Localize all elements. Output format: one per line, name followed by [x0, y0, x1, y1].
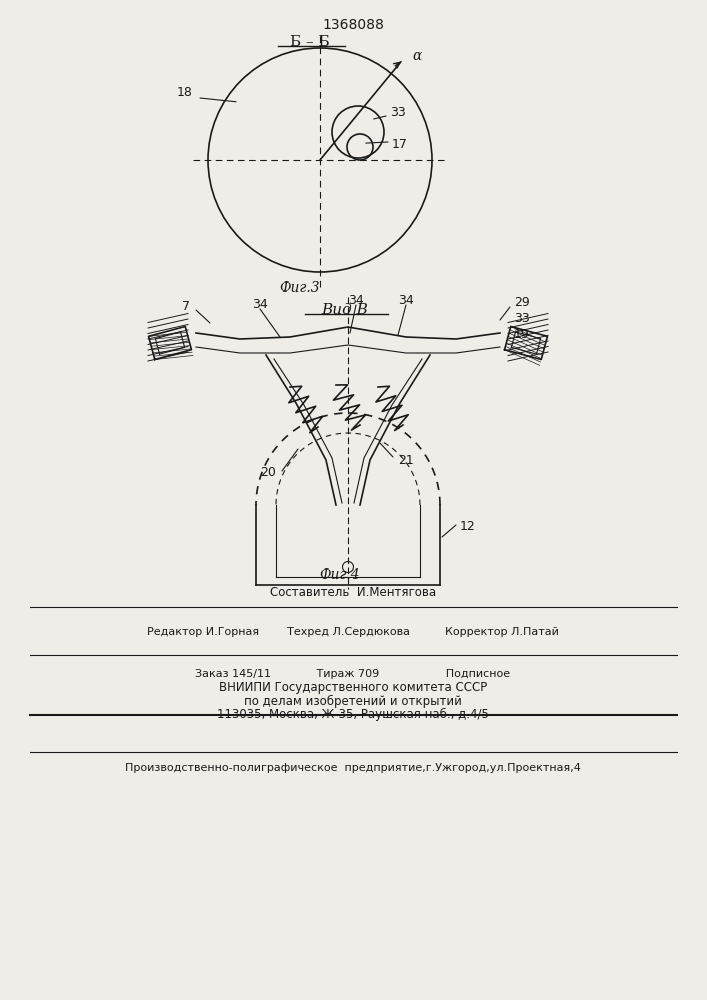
Text: по делам изобретений и открытий: по делам изобретений и открытий: [244, 694, 462, 708]
Text: Производственно-полиграфическое  предприятие,г.Ужгород,ул.Проектная,4: Производственно-полиграфическое предприя…: [125, 763, 581, 773]
Text: 29: 29: [514, 296, 530, 310]
Text: 7: 7: [182, 300, 190, 314]
Text: ВНИИПИ Государственного комитета СССР: ВНИИПИ Государственного комитета СССР: [219, 682, 487, 694]
Text: 34: 34: [348, 294, 364, 306]
Text: 21: 21: [398, 454, 414, 466]
Text: 12: 12: [460, 520, 476, 534]
Text: Редактор И.Горная        Техред Л.Сердюкова          Корректор Л.Патай: Редактор И.Горная Техред Л.Сердюкова Кор…: [147, 627, 559, 637]
Text: Фиг.3: Фиг.3: [280, 281, 320, 295]
Text: Б – Б: Б – Б: [290, 35, 329, 49]
Text: α: α: [412, 49, 421, 63]
Text: 20: 20: [260, 466, 276, 480]
Text: 33: 33: [514, 312, 530, 326]
Text: 1368088: 1368088: [322, 18, 384, 32]
Text: Заказ 145/11             Тираж 709                   Подписное: Заказ 145/11 Тираж 709 Подписное: [195, 669, 510, 679]
Text: Составитель  И.Ментягова: Составитель И.Ментягова: [270, 585, 436, 598]
Text: 33: 33: [390, 105, 406, 118]
Text: 113035, Москва, Ж-35, Раушская наб., д.4/5: 113035, Москва, Ж-35, Раушская наб., д.4…: [217, 707, 489, 721]
Text: Вид В: Вид В: [322, 303, 368, 317]
Text: 34: 34: [252, 298, 268, 312]
Text: 34: 34: [398, 294, 414, 306]
Text: Фиг.4: Фиг.4: [320, 568, 361, 582]
Text: 17: 17: [392, 137, 408, 150]
Text: 19: 19: [514, 328, 530, 342]
Text: 18: 18: [177, 86, 193, 99]
